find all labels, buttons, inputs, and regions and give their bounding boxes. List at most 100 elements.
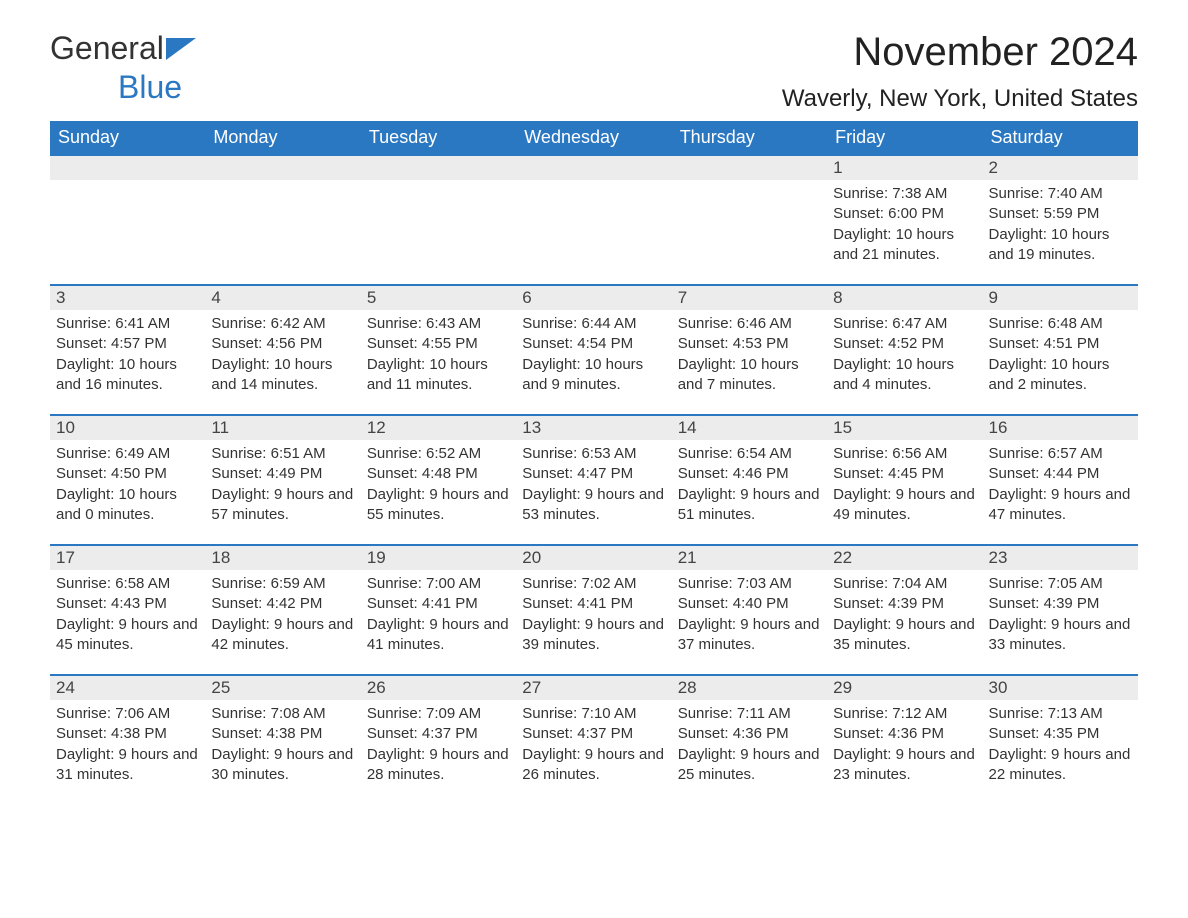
calendar-cell: 16Sunrise: 6:57 AMSunset: 4:44 PMDayligh… bbox=[983, 415, 1138, 545]
weekday-header: Monday bbox=[205, 121, 360, 155]
calendar-cell: 18Sunrise: 6:59 AMSunset: 4:42 PMDayligh… bbox=[205, 545, 360, 675]
day-body: Sunrise: 6:46 AMSunset: 4:53 PMDaylight:… bbox=[672, 310, 827, 399]
day-body: Sunrise: 7:13 AMSunset: 4:35 PMDaylight:… bbox=[983, 700, 1138, 789]
sunrise-line: Sunrise: 6:51 AM bbox=[211, 444, 354, 464]
weekday-header: Thursday bbox=[672, 121, 827, 155]
sunset-line: Sunset: 4:45 PM bbox=[833, 464, 976, 484]
calendar-cell-empty bbox=[516, 155, 671, 285]
calendar-cell: 26Sunrise: 7:09 AMSunset: 4:37 PMDayligh… bbox=[361, 675, 516, 805]
sunset-line: Sunset: 4:41 PM bbox=[522, 594, 665, 614]
day-number bbox=[672, 156, 827, 180]
sunrise-line: Sunrise: 6:53 AM bbox=[522, 444, 665, 464]
sunset-line: Sunset: 4:44 PM bbox=[989, 464, 1132, 484]
day-number: 22 bbox=[827, 546, 982, 570]
calendar-cell: 21Sunrise: 7:03 AMSunset: 4:40 PMDayligh… bbox=[672, 545, 827, 675]
day-body: Sunrise: 7:11 AMSunset: 4:36 PMDaylight:… bbox=[672, 700, 827, 789]
daylight-line: Daylight: 9 hours and 22 minutes. bbox=[989, 745, 1132, 786]
month-title: November 2024 bbox=[782, 30, 1138, 75]
daylight-line: Daylight: 10 hours and 4 minutes. bbox=[833, 355, 976, 396]
sunrise-line: Sunrise: 7:10 AM bbox=[522, 704, 665, 724]
day-body: Sunrise: 6:41 AMSunset: 4:57 PMDaylight:… bbox=[50, 310, 205, 399]
day-body: Sunrise: 6:43 AMSunset: 4:55 PMDaylight:… bbox=[361, 310, 516, 399]
logo-text-general: General bbox=[50, 30, 164, 67]
weekday-row: SundayMondayTuesdayWednesdayThursdayFrid… bbox=[50, 121, 1138, 155]
daylight-line: Daylight: 10 hours and 0 minutes. bbox=[56, 485, 199, 526]
sunrise-line: Sunrise: 6:56 AM bbox=[833, 444, 976, 464]
sunset-line: Sunset: 4:38 PM bbox=[211, 724, 354, 744]
day-body: Sunrise: 7:38 AMSunset: 6:00 PMDaylight:… bbox=[827, 180, 982, 269]
daylight-line: Daylight: 10 hours and 7 minutes. bbox=[678, 355, 821, 396]
sunset-line: Sunset: 4:47 PM bbox=[522, 464, 665, 484]
weekday-header: Sunday bbox=[50, 121, 205, 155]
day-body: Sunrise: 7:12 AMSunset: 4:36 PMDaylight:… bbox=[827, 700, 982, 789]
calendar-cell: 11Sunrise: 6:51 AMSunset: 4:49 PMDayligh… bbox=[205, 415, 360, 545]
logo: General bbox=[50, 30, 198, 67]
sunrise-line: Sunrise: 7:40 AM bbox=[989, 184, 1132, 204]
daylight-line: Daylight: 9 hours and 23 minutes. bbox=[833, 745, 976, 786]
day-body: Sunrise: 7:40 AMSunset: 5:59 PMDaylight:… bbox=[983, 180, 1138, 269]
daylight-line: Daylight: 9 hours and 47 minutes. bbox=[989, 485, 1132, 526]
day-number: 3 bbox=[50, 286, 205, 310]
calendar-cell: 9Sunrise: 6:48 AMSunset: 4:51 PMDaylight… bbox=[983, 285, 1138, 415]
day-body: Sunrise: 6:53 AMSunset: 4:47 PMDaylight:… bbox=[516, 440, 671, 529]
daylight-line: Daylight: 9 hours and 25 minutes. bbox=[678, 745, 821, 786]
day-body: Sunrise: 7:02 AMSunset: 4:41 PMDaylight:… bbox=[516, 570, 671, 659]
sunrise-line: Sunrise: 7:12 AM bbox=[833, 704, 976, 724]
sunset-line: Sunset: 4:38 PM bbox=[56, 724, 199, 744]
sunset-line: Sunset: 4:41 PM bbox=[367, 594, 510, 614]
daylight-line: Daylight: 9 hours and 42 minutes. bbox=[211, 615, 354, 656]
daylight-line: Daylight: 9 hours and 51 minutes. bbox=[678, 485, 821, 526]
day-number: 17 bbox=[50, 546, 205, 570]
day-number: 26 bbox=[361, 676, 516, 700]
day-number: 8 bbox=[827, 286, 982, 310]
daylight-line: Daylight: 9 hours and 41 minutes. bbox=[367, 615, 510, 656]
day-number: 16 bbox=[983, 416, 1138, 440]
calendar-cell: 10Sunrise: 6:49 AMSunset: 4:50 PMDayligh… bbox=[50, 415, 205, 545]
location: Waverly, New York, United States bbox=[782, 85, 1138, 113]
sunset-line: Sunset: 5:59 PM bbox=[989, 204, 1132, 224]
weekday-header: Friday bbox=[827, 121, 982, 155]
calendar-cell: 30Sunrise: 7:13 AMSunset: 4:35 PMDayligh… bbox=[983, 675, 1138, 805]
day-body: Sunrise: 7:10 AMSunset: 4:37 PMDaylight:… bbox=[516, 700, 671, 789]
calendar-row: 24Sunrise: 7:06 AMSunset: 4:38 PMDayligh… bbox=[50, 675, 1138, 805]
calendar-cell: 19Sunrise: 7:00 AMSunset: 4:41 PMDayligh… bbox=[361, 545, 516, 675]
sunset-line: Sunset: 4:49 PM bbox=[211, 464, 354, 484]
sunrise-line: Sunrise: 6:48 AM bbox=[989, 314, 1132, 334]
calendar-cell: 28Sunrise: 7:11 AMSunset: 4:36 PMDayligh… bbox=[672, 675, 827, 805]
sunset-line: Sunset: 4:39 PM bbox=[833, 594, 976, 614]
day-number: 27 bbox=[516, 676, 671, 700]
calendar-cell: 24Sunrise: 7:06 AMSunset: 4:38 PMDayligh… bbox=[50, 675, 205, 805]
daylight-line: Daylight: 10 hours and 16 minutes. bbox=[56, 355, 199, 396]
calendar-table: SundayMondayTuesdayWednesdayThursdayFrid… bbox=[50, 121, 1138, 805]
sunrise-line: Sunrise: 7:02 AM bbox=[522, 574, 665, 594]
day-number: 12 bbox=[361, 416, 516, 440]
day-body: Sunrise: 7:00 AMSunset: 4:41 PMDaylight:… bbox=[361, 570, 516, 659]
day-number: 25 bbox=[205, 676, 360, 700]
day-number: 4 bbox=[205, 286, 360, 310]
calendar-cell: 14Sunrise: 6:54 AMSunset: 4:46 PMDayligh… bbox=[672, 415, 827, 545]
sunrise-line: Sunrise: 7:13 AM bbox=[989, 704, 1132, 724]
day-body: Sunrise: 7:03 AMSunset: 4:40 PMDaylight:… bbox=[672, 570, 827, 659]
calendar-row: 3Sunrise: 6:41 AMSunset: 4:57 PMDaylight… bbox=[50, 285, 1138, 415]
calendar-row: 1Sunrise: 7:38 AMSunset: 6:00 PMDaylight… bbox=[50, 155, 1138, 285]
weekday-header: Saturday bbox=[983, 121, 1138, 155]
calendar-cell: 2Sunrise: 7:40 AMSunset: 5:59 PMDaylight… bbox=[983, 155, 1138, 285]
sunset-line: Sunset: 4:53 PM bbox=[678, 334, 821, 354]
sunset-line: Sunset: 4:36 PM bbox=[678, 724, 821, 744]
daylight-line: Daylight: 9 hours and 37 minutes. bbox=[678, 615, 821, 656]
day-number bbox=[50, 156, 205, 180]
sunset-line: Sunset: 4:39 PM bbox=[989, 594, 1132, 614]
day-body: Sunrise: 6:47 AMSunset: 4:52 PMDaylight:… bbox=[827, 310, 982, 399]
calendar-cell: 4Sunrise: 6:42 AMSunset: 4:56 PMDaylight… bbox=[205, 285, 360, 415]
day-number: 10 bbox=[50, 416, 205, 440]
sunset-line: Sunset: 4:37 PM bbox=[367, 724, 510, 744]
sunrise-line: Sunrise: 7:04 AM bbox=[833, 574, 976, 594]
weekday-header: Tuesday bbox=[361, 121, 516, 155]
daylight-line: Daylight: 9 hours and 31 minutes. bbox=[56, 745, 199, 786]
sunrise-line: Sunrise: 6:58 AM bbox=[56, 574, 199, 594]
calendar-row: 10Sunrise: 6:49 AMSunset: 4:50 PMDayligh… bbox=[50, 415, 1138, 545]
logo-flag-icon bbox=[166, 38, 196, 60]
day-body: Sunrise: 6:48 AMSunset: 4:51 PMDaylight:… bbox=[983, 310, 1138, 399]
day-body: Sunrise: 7:06 AMSunset: 4:38 PMDaylight:… bbox=[50, 700, 205, 789]
sunrise-line: Sunrise: 6:46 AM bbox=[678, 314, 821, 334]
